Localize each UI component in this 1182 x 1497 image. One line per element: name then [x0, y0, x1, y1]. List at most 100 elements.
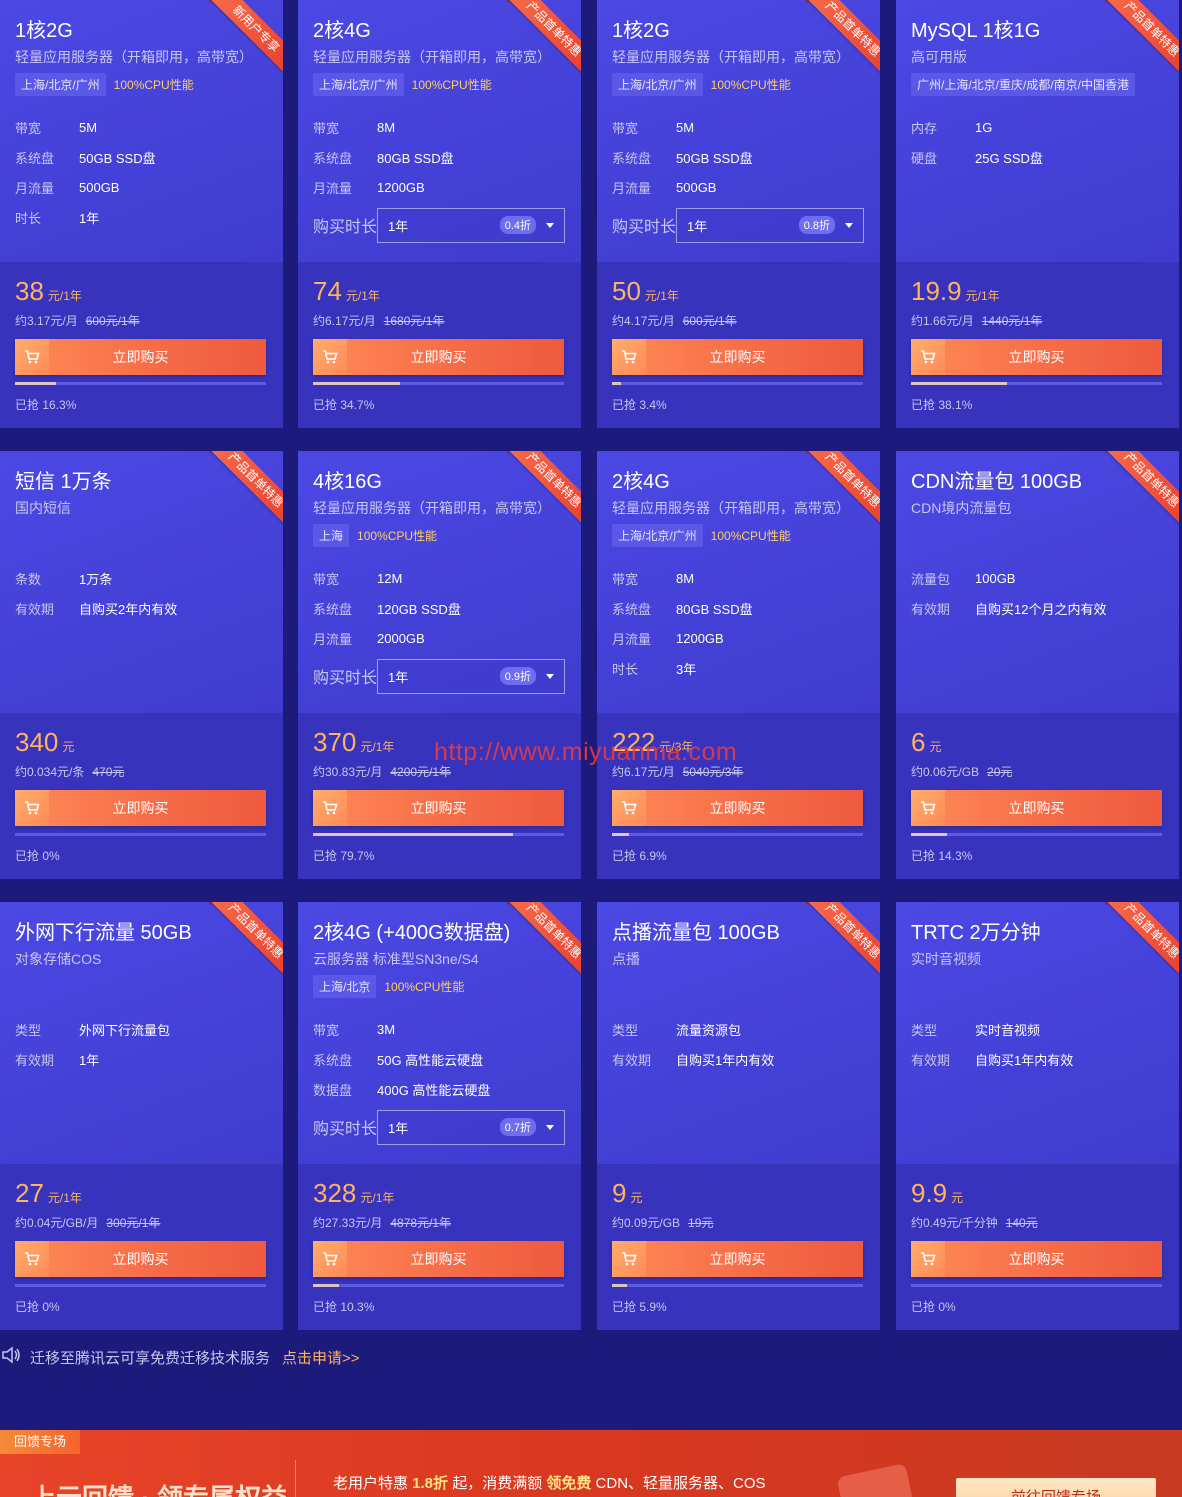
spec-value: 8M — [676, 570, 695, 586]
buy-button[interactable]: 立即购买 — [313, 790, 564, 826]
card-info: 产品首单特惠 外网下行流量 50GB 对象存储COS 类型 外网下行流量包 有效期 1年 — [0, 902, 283, 1164]
sold-progress — [911, 833, 1162, 836]
spec-label: 时长 — [15, 210, 42, 226]
cart-icon — [15, 1241, 49, 1277]
duration-select[interactable]: 1年 0.9折 — [377, 658, 565, 694]
spec-value: 120GB SSD盘 — [377, 601, 461, 617]
original-price: 19元 — [688, 1216, 714, 1230]
card-purchase: 222 元/3年 约6.17元/月 5040元/3年 立即购买 已抢 6.9% — [597, 713, 880, 879]
spec-value: 自购买2年内有效 — [79, 601, 178, 617]
spec-value: 自购买1年内有效 — [676, 1052, 775, 1068]
product-card: 产品首单特惠 2核4G 轻量应用服务器（开箱即用，高带宽） 上海/北京/广州 100%C… — [298, 0, 581, 428]
spec-label: 系统盘 — [15, 150, 55, 166]
buy-button[interactable]: 立即购买 — [15, 790, 266, 826]
spec-list: 带宽 8M 系统盘 80GB SSD盘 月流量 1200GB 购买时长 1年 0.4折 — [313, 112, 568, 245]
buy-button[interactable]: 立即购买 — [313, 1241, 564, 1277]
original-price: 470元 — [92, 765, 125, 779]
duration-select[interactable]: 1年 0.8折 — [676, 207, 864, 243]
original-price: 4200元/1年 — [390, 765, 452, 779]
spec-label: 有效期 — [612, 1052, 652, 1068]
spec-value: 500GB — [676, 179, 717, 195]
chevron-down-icon — [845, 222, 853, 228]
buy-button[interactable]: 立即购买 — [612, 790, 863, 826]
product-card: 产品首单特惠 TRTC 2万分钟 实时音视频 类型 实时音视频 有效期 自购买1年内有效 9.… — [896, 902, 1179, 1330]
spec-label: 带宽 — [15, 120, 42, 136]
promo-ribbon: 产品首单特惠 — [1105, 902, 1179, 978]
banner-text: 老用户特惠 1.8折 起，消费满额 领免费 CDN、轻量服务器、COS — [333, 1472, 766, 1493]
spec-list: 带宽 3M 系统盘 50G 高性能云硬盘 数据盘 400G 高性能云硬盘 购买时长 1年 0.7… — [313, 1014, 568, 1147]
spec-label: 系统盘 — [313, 150, 353, 166]
spec-value: 400G 高性能云硬盘 — [377, 1082, 491, 1098]
buy-button[interactable]: 立即购买 — [15, 339, 266, 375]
price-unit: 元/1年 — [360, 1191, 395, 1205]
unit-price: 约4.17元/月 600元/1年 — [612, 312, 737, 329]
spec-value: 100GB — [975, 570, 1016, 586]
discount-badge: 0.9折 — [499, 667, 536, 685]
original-price: 1440元/1年 — [981, 314, 1043, 328]
banner-divider — [295, 1460, 296, 1497]
sold-progress-fill — [612, 833, 630, 836]
spec-row: 带宽 8M — [313, 112, 568, 142]
price-line: 328 元/1年 — [313, 1178, 394, 1209]
buy-button-label: 立即购买 — [112, 349, 169, 365]
promo-ribbon: 产品首单特惠 — [806, 902, 880, 978]
buy-button-label: 立即购买 — [410, 1251, 467, 1267]
buy-button[interactable]: 立即购买 — [612, 339, 863, 375]
spec-label: 月流量 — [313, 180, 353, 196]
spec-row: 系统盘 50GB SSD盘 — [612, 142, 867, 172]
spec-label: 类型 — [15, 1022, 42, 1038]
buy-button[interactable]: 立即购买 — [911, 1241, 1162, 1277]
spec-value: 500GB — [79, 179, 120, 195]
price-line: 340 元 — [15, 727, 74, 758]
unit-price: 约3.17元/月 600元/1年 — [15, 312, 140, 329]
apply-link[interactable]: 点击申请>> — [282, 1349, 360, 1367]
per-unit-price: 约0.04元/GB/月 — [15, 1216, 99, 1230]
spec-label: 有效期 — [911, 601, 951, 617]
buy-button[interactable]: 立即购买 — [612, 1241, 863, 1277]
price-line: 9.9 元 — [911, 1178, 963, 1209]
buy-button[interactable]: 立即购买 — [911, 790, 1162, 826]
spec-value: 外网下行流量包 — [79, 1022, 171, 1038]
card-info: 产品首单特惠 MySQL 1核1G 高可用版 广州/上海/北京/重庆/成都/南京/中国… — [896, 0, 1179, 262]
price-unit: 元 — [929, 740, 942, 754]
buy-button-label: 立即购买 — [1008, 800, 1065, 816]
buy-button[interactable]: 立即购买 — [313, 339, 564, 375]
banner-discount: 1.8折 — [412, 1475, 449, 1492]
spec-label: 系统盘 — [313, 601, 353, 617]
original-price: 600元/1年 — [682, 314, 737, 328]
region-tag: 广州/上海/北京/重庆/成都/南京/中国香港 — [911, 72, 1136, 96]
spec-value: 1年 — [79, 210, 100, 226]
spec-label: 有效期 — [15, 601, 55, 617]
banner-text-post: CDN、轻量服务器、COS — [591, 1475, 766, 1492]
sold-progress — [15, 833, 266, 836]
sold-progress — [15, 382, 266, 385]
price-line: 50 元/1年 — [612, 276, 679, 307]
price-unit: 元/1年 — [345, 289, 380, 303]
buy-button[interactable]: 立即购买 — [911, 339, 1162, 375]
spec-label: 带宽 — [313, 120, 340, 136]
duration-value: 1年 — [388, 1120, 409, 1136]
duration-select[interactable]: 1年 0.4折 — [377, 207, 565, 243]
spec-label: 带宽 — [313, 1022, 340, 1038]
promo-ribbon: 产品首单特惠 — [507, 902, 581, 978]
price: 370 — [313, 727, 357, 757]
unit-price: 约1.66元/月 1440元/1年 — [911, 312, 1042, 329]
feedback-button[interactable]: 前往回馈专场 — [956, 1478, 1156, 1497]
product-subtitle: 轻量应用服务器（开箱即用，高带宽） — [313, 500, 551, 516]
per-unit-price: 约0.034元/条 — [15, 765, 85, 779]
duration-value: 1年 — [388, 669, 409, 685]
product-card: 新用户专享 1核2G 轻量应用服务器（开箱即用，高带宽） 上海/北京/广州 100%CP… — [0, 0, 283, 428]
product-card: 产品首单特惠 MySQL 1核1G 高可用版 广州/上海/北京/重庆/成都/南京/中国… — [896, 0, 1179, 428]
spec-value: 2000GB — [377, 630, 425, 646]
duration-select[interactable]: 1年 0.7折 — [377, 1109, 565, 1145]
product-title: 2核4G — [612, 471, 670, 493]
cart-icon — [612, 790, 646, 826]
spec-row: 有效期 1年 — [15, 1044, 270, 1074]
sold-percent: 已抢 79.7% — [313, 849, 375, 863]
banner-text-pre: 老用户特惠 — [333, 1475, 413, 1492]
tag-row: 广州/上海/北京/重庆/成都/南京/中国香港 — [911, 72, 1136, 96]
sold-progress-fill — [612, 382, 621, 385]
price-unit: 元/1年 — [360, 740, 395, 754]
buy-button[interactable]: 立即购买 — [15, 1241, 266, 1277]
